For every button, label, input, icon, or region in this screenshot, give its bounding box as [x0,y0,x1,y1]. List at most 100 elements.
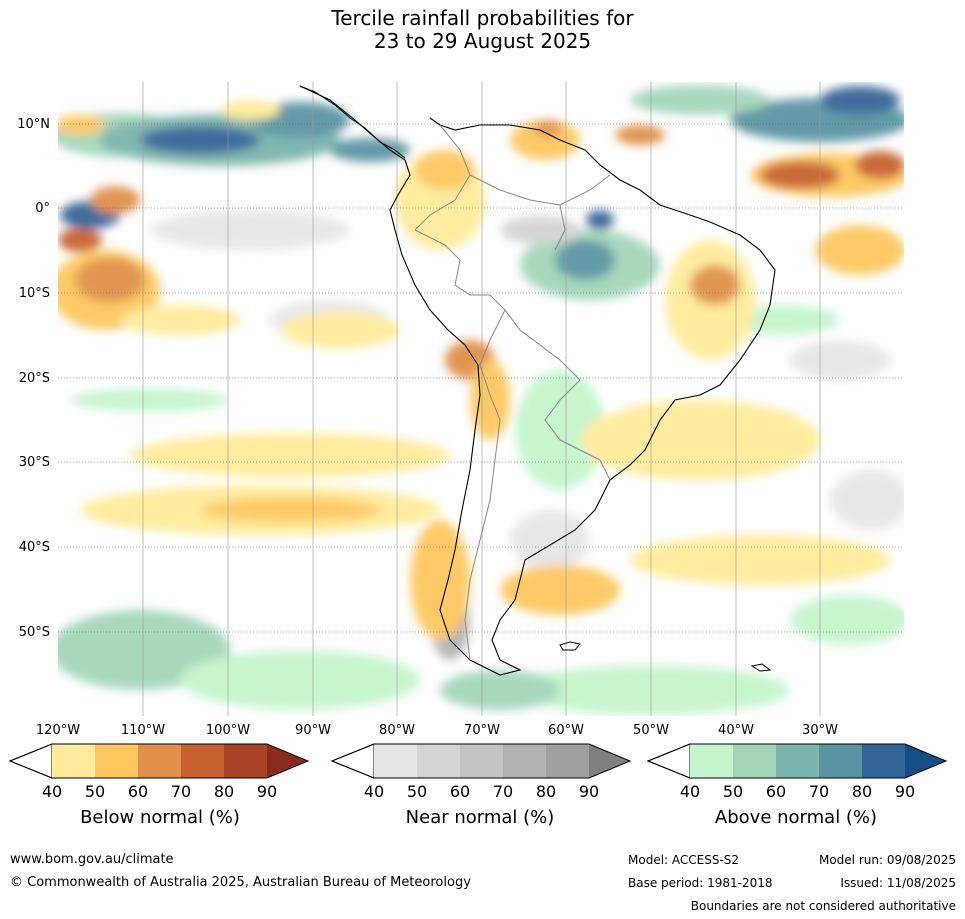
colorbar-high-end [905,744,946,778]
lon-label: 110°W [120,723,166,738]
below-normal-region [410,520,470,640]
lon-label: 50°W [633,723,669,738]
below-normal-region [470,360,510,440]
colorbar-tick: 70 [170,782,192,801]
colorbar-tick: 80 [213,782,235,801]
colorbar-swatch [224,744,267,778]
lon-label: 80°W [379,723,415,738]
below-normal-region [120,305,240,335]
near-normal-colorbar [330,743,632,779]
above-normal-region [790,595,904,645]
colorbar-tick: 60 [127,782,149,801]
falkland-islands [559,641,581,651]
colorbar-tick: 40 [41,782,63,801]
model-run-date: Model run: 09/08/2025 [818,853,956,867]
colorbar-low-end [646,743,691,779]
south-america-coastline [299,85,776,676]
colorbar-swatch [138,744,181,778]
colorbar-tick: 80 [535,782,557,801]
colorbar-swatch [374,744,417,778]
colorbar-low-end [8,743,53,779]
lon-label: 30°W [802,723,838,738]
near-normal-region [510,510,590,570]
country-borders [414,124,611,661]
below-normal-region [630,535,890,585]
above-normal-region [510,665,790,715]
lat-label: 10°N [17,117,50,132]
base-period: Base period: 1981-2018 [628,876,773,890]
colorbar-tick: 80 [851,782,873,801]
below-normal-region [615,125,665,145]
above-normal-region [330,138,410,162]
boundaries-disclaimer: Boundaries are not considered authoritat… [690,899,956,913]
below-normal-region [280,312,400,348]
colorbar-swatch [52,744,95,778]
below-normal-region [220,100,280,120]
copyright-notice: © Commonwealth of Australia 2025, Austra… [10,875,471,890]
colorbar-swatch [460,744,503,778]
lon-label: 60°W [548,723,584,738]
colorbar-swatch [690,744,733,778]
colorbar-swatch [546,744,589,778]
colorbar-low-end [330,743,375,779]
below-normal-region [200,498,380,522]
below-normal-region [90,186,140,214]
colorbar-tick: 70 [808,782,830,801]
near-normal-region [150,210,350,250]
meridians [142,82,821,716]
colorbar-swatch [862,744,905,778]
below-normal-region [510,120,580,160]
colorbar-swatch [733,744,776,778]
below-normal-colorbar [8,743,310,779]
above-normal-region [630,85,770,115]
lon-label: 90°W [295,723,331,738]
colorbar-tick: 90 [578,782,600,801]
colorbar-swatch [503,744,546,778]
above-normal-caption: Above normal (%) [714,807,878,828]
above-normal-region [440,670,560,710]
near-normal-region [500,216,580,244]
colorbar-tick: 70 [492,782,514,801]
below-normal-caption: Below normal (%) [80,807,240,828]
lon-label: 70°W [464,723,500,738]
colorbar-high-end [267,744,308,778]
colorbar-swatch [417,744,460,778]
colorbar-tick: 50 [722,782,744,801]
model-name: Model: ACCESS-S2 [628,853,740,867]
above-normal-region [586,210,614,230]
lon-label: 120°W [35,723,81,738]
lat-label: 20°S [18,371,50,386]
colorbar-swatch [819,744,862,778]
colorbar-tick: 40 [679,782,701,801]
colorbar-tick: 90 [894,782,916,801]
colorbar-tick: 50 [406,782,428,801]
below-normal-region [500,565,620,615]
below-normal-region [75,258,145,302]
below-normal-region [130,433,450,477]
central-america-coastline [299,85,406,159]
above-normal-region [70,388,230,412]
above-normal-colorbar [646,743,948,779]
below-normal-region [855,151,904,179]
colorbar-tick: 60 [449,782,471,801]
near-normal-caption: Near normal (%) [405,807,555,828]
below-normal-region [415,150,475,190]
colorbar-swatch [95,744,138,778]
above-normal-region [140,126,260,154]
near-normal-region [830,470,904,530]
above-normal-region [555,240,615,280]
above-normal-region [820,86,900,114]
below-normal-region [690,265,740,305]
issued-date: Issued: 11/08/2025 [840,876,956,890]
below-normal-region [815,225,904,275]
colorbar-tick: 90 [256,782,278,801]
below-normal-region [580,400,820,480]
below-normal-region [58,228,102,252]
website-link[interactable]: www.bom.gov.au/climate [10,852,174,867]
colorbar-tick: 60 [765,782,787,801]
lon-label: 40°W [718,723,754,738]
lat-label: 50°S [18,625,50,640]
above-normal-region [180,650,420,710]
lat-label: 0° [35,201,50,216]
